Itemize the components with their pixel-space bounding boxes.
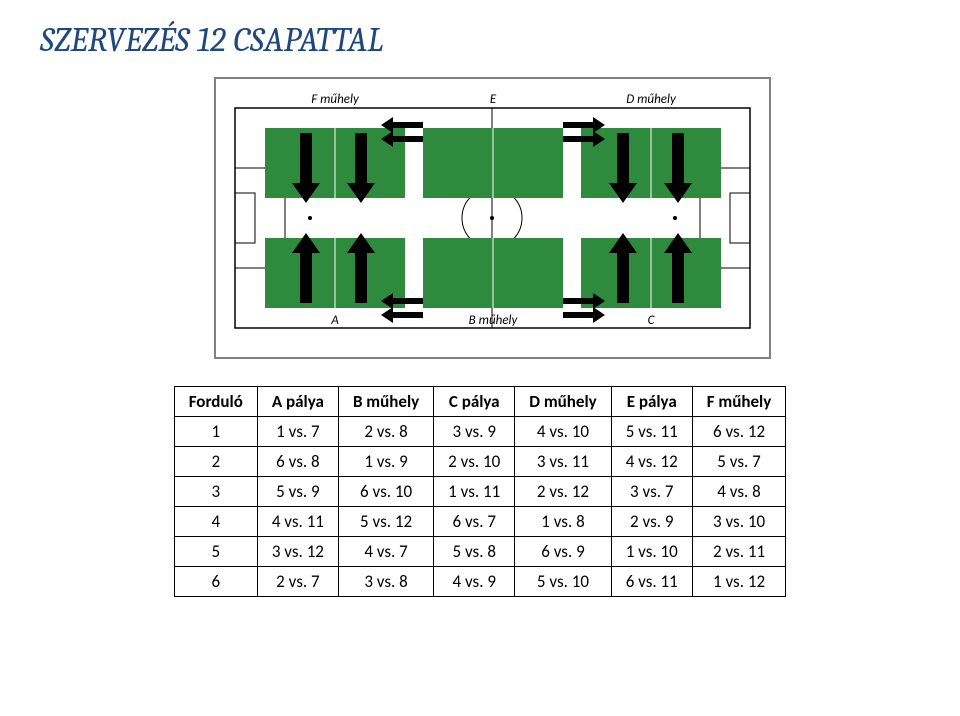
table-cell: 4 xyxy=(174,507,257,537)
table-row: 53 vs. 124 vs. 75 vs. 86 vs. 91 vs. 102 … xyxy=(174,537,786,567)
table-cell: 5 vs. 12 xyxy=(338,507,433,537)
table-row: 11 vs. 72 vs. 83 vs. 94 vs. 105 vs. 116 … xyxy=(174,417,786,447)
th: A pálya xyxy=(257,387,338,417)
table-cell: 5 vs. 10 xyxy=(515,567,611,597)
table-cell: 4 vs. 7 xyxy=(338,537,433,567)
table-cell: 2 vs. 8 xyxy=(338,417,433,447)
table-header-row: Forduló A pálya B műhely C pálya D műhel… xyxy=(174,387,786,417)
table-cell: 4 vs. 10 xyxy=(515,417,611,447)
th: C pálya xyxy=(434,387,515,417)
table-cell: 6 vs. 8 xyxy=(257,447,338,477)
table-cell: 4 vs. 11 xyxy=(257,507,338,537)
th: B műhely xyxy=(338,387,433,417)
table-cell: 5 xyxy=(174,537,257,567)
table-cell: 2 xyxy=(174,447,257,477)
table-cell: 1 vs. 7 xyxy=(257,417,338,447)
table-cell: 1 xyxy=(174,417,257,447)
table-cell: 3 xyxy=(174,477,257,507)
table-cell: 1 vs. 9 xyxy=(338,447,433,477)
table-cell: 2 vs. 11 xyxy=(692,537,786,567)
label-e: E xyxy=(490,92,497,107)
label-c: C xyxy=(648,313,656,328)
schedule-table: Forduló A pálya B műhely C pálya D műhel… xyxy=(174,386,787,597)
table-cell: 6 vs. 12 xyxy=(692,417,786,447)
table-cell: 1 vs. 8 xyxy=(515,507,611,537)
th: D műhely xyxy=(515,387,611,417)
table-cell: 4 vs. 8 xyxy=(692,477,786,507)
th: Forduló xyxy=(174,387,257,417)
page-title: SZERVEZÉS 12 CSAPATTAL xyxy=(40,20,920,60)
table-row: 44 vs. 115 vs. 126 vs. 71 vs. 82 vs. 93 … xyxy=(174,507,786,537)
th: E pálya xyxy=(611,387,692,417)
table-cell: 4 vs. 12 xyxy=(611,447,692,477)
table-cell: 2 vs. 9 xyxy=(611,507,692,537)
label-a: A xyxy=(330,313,339,328)
table-cell: 6 xyxy=(174,567,257,597)
table-cell: 5 vs. 11 xyxy=(611,417,692,447)
table-cell: 5 vs. 7 xyxy=(692,447,786,477)
slide: SZERVEZÉS 12 CSAPATTAL xyxy=(0,0,960,716)
table-cell: 3 vs. 12 xyxy=(257,537,338,567)
field-diagram: F műhely E D műhely A B műhely C xyxy=(40,68,920,368)
label-f: F műhely xyxy=(311,92,360,107)
table-row: 26 vs. 81 vs. 92 vs. 103 vs. 114 vs. 125… xyxy=(174,447,786,477)
table-cell: 3 vs. 7 xyxy=(611,477,692,507)
label-b: B műhely xyxy=(469,313,519,328)
table-cell: 1 vs. 12 xyxy=(692,567,786,597)
table-cell: 6 vs. 9 xyxy=(515,537,611,567)
table-cell: 6 vs. 10 xyxy=(338,477,433,507)
table-row: 62 vs. 73 vs. 84 vs. 95 vs. 106 vs. 111 … xyxy=(174,567,786,597)
table-cell: 3 vs. 9 xyxy=(434,417,515,447)
table-cell: 1 vs. 10 xyxy=(611,537,692,567)
table-row: 35 vs. 96 vs. 101 vs. 112 vs. 123 vs. 74… xyxy=(174,477,786,507)
table-cell: 6 vs. 7 xyxy=(434,507,515,537)
diagram-svg: F műhely E D műhely A B műhely C xyxy=(155,68,805,368)
table-cell: 2 vs. 12 xyxy=(515,477,611,507)
table-cell: 5 vs. 9 xyxy=(257,477,338,507)
table-cell: 6 vs. 11 xyxy=(611,567,692,597)
table-cell: 1 vs. 11 xyxy=(434,477,515,507)
table-cell: 3 vs. 11 xyxy=(515,447,611,477)
table-cell: 3 vs. 8 xyxy=(338,567,433,597)
table-cell: 2 vs. 7 xyxy=(257,567,338,597)
th: F műhely xyxy=(692,387,786,417)
table-cell: 2 vs. 10 xyxy=(434,447,515,477)
label-d: D műhely xyxy=(626,92,677,107)
table-cell: 5 vs. 8 xyxy=(434,537,515,567)
table-cell: 3 vs. 10 xyxy=(692,507,786,537)
table-cell: 4 vs. 9 xyxy=(434,567,515,597)
